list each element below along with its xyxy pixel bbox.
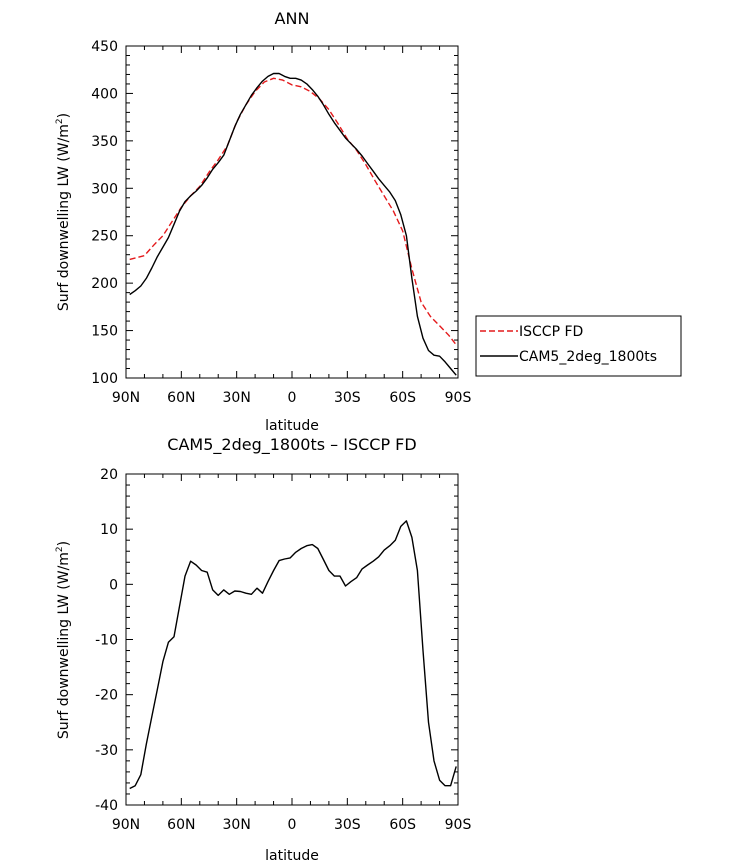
top-series-group	[129, 72, 457, 376]
bottom-y-tick-label: 0	[109, 577, 118, 593]
bottom-x-tick-label: 30S	[334, 817, 361, 833]
top-x-tick-label: 0	[288, 390, 297, 406]
top-y-axis-label: Surf downwelling LW (W/m2)	[55, 113, 72, 311]
bottom-y-tick-label: 20	[100, 467, 118, 483]
bottom-x-tick-label: 0	[288, 817, 297, 833]
top-y-tick-label: 200	[91, 276, 118, 292]
top-y-tick-label: 450	[91, 39, 118, 55]
top-y-axis-label-sup: 2	[55, 118, 65, 124]
legend: ISCCP FD CAM5_2deg_1800ts	[475, 315, 682, 377]
top-y-ticks: 100 150 200 250 300 350 400 450	[91, 39, 458, 387]
top-panel: ANN 90N 60N 30N 0 30S 60S 90S 100 150 200 250 300 3…	[55, 9, 471, 434]
bottom-y-tick-label: -40	[95, 798, 118, 814]
top-x-tick-label: 60N	[167, 390, 195, 406]
bottom-y-axis-label: Surf downwelling LW (W/m2)	[55, 541, 72, 739]
top-y-tick-label: 250	[91, 229, 118, 245]
top-y-axis-label-close: )	[56, 113, 72, 118]
bottom-y-tick-label: -30	[95, 743, 118, 759]
top-chart-title: ANN	[275, 9, 310, 28]
bottom-y-axis-label-sup: 2	[55, 546, 65, 552]
bottom-y-ticks: -40 -30 -20 -10 0 10 20	[95, 467, 458, 814]
bottom-x-tick-label: 90S	[445, 817, 472, 833]
bottom-plot-frame	[125, 473, 459, 806]
legend-label-isccp: ISCCP FD	[519, 324, 583, 340]
top-plot-frame	[125, 45, 459, 379]
top-x-tick-label: 30N	[223, 390, 251, 406]
top-x-tick-label: 90S	[445, 390, 472, 406]
top-series-line-cam5	[129, 72, 457, 376]
bottom-y-axis-label-text: Surf downwelling LW (W/m	[56, 552, 72, 739]
bottom-series-line-cam5	[129, 520, 457, 790]
bottom-series-group	[129, 520, 457, 790]
top-series-line-isccp	[129, 77, 457, 346]
bottom-chart-title: CAM5_2deg_1800ts – ISCCP FD	[167, 435, 416, 455]
top-y-tick-label: 400	[91, 86, 118, 102]
top-y-tick-label: 100	[91, 371, 118, 387]
top-y-tick-label: 150	[91, 324, 118, 340]
legend-label-cam5: CAM5_2deg_1800ts	[519, 349, 657, 365]
bottom-x-tick-label: 30N	[223, 817, 251, 833]
bottom-panel: CAM5_2deg_1800ts – ISCCP FD 90N 60N 30N 0 30…	[55, 435, 471, 864]
top-x-tick-label: 60S	[389, 390, 416, 406]
bottom-x-ticks: 90N 60N 30N 0 30S 60S 90S	[112, 474, 472, 833]
bottom-x-tick-label: 90N	[112, 817, 140, 833]
bottom-y-tick-label: -10	[95, 633, 118, 649]
bottom-x-tick-label: 60N	[167, 817, 195, 833]
bottom-y-tick-label: 10	[100, 522, 118, 538]
top-x-tick-label: 90N	[112, 390, 140, 406]
top-y-tick-label: 350	[91, 134, 118, 150]
bottom-x-tick-label: 60S	[389, 817, 416, 833]
top-x-ticks: 90N 60N 30N 0 30S 60S 90S	[112, 46, 472, 406]
bottom-y-tick-label: -20	[95, 688, 118, 704]
bottom-x-axis-label: latitude	[265, 848, 319, 864]
top-y-axis-label-text: Surf downwelling LW (W/m	[56, 124, 72, 311]
top-y-tick-label: 300	[91, 181, 118, 197]
top-x-axis-label: latitude	[265, 418, 319, 434]
bottom-y-axis-label-close: )	[56, 541, 72, 546]
legend-box	[475, 315, 682, 377]
top-x-tick-label: 30S	[334, 390, 361, 406]
